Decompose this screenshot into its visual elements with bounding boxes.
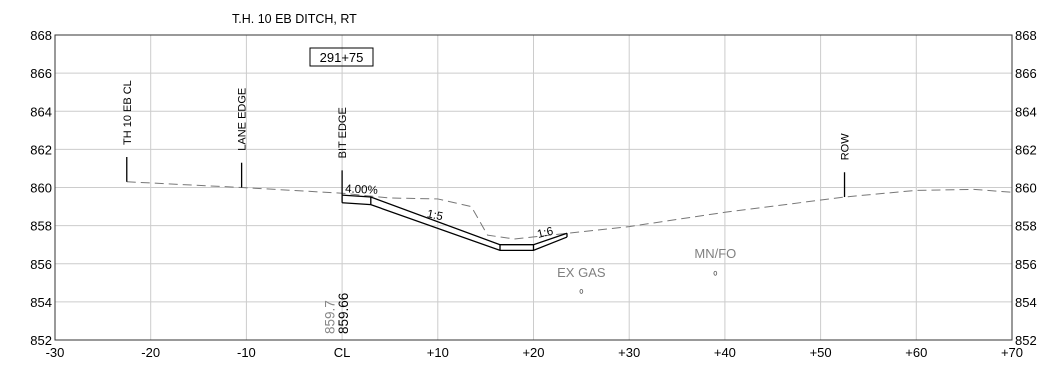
left-elevation-label: 856 [30, 257, 52, 272]
offset-tick-label: -10 [237, 345, 256, 360]
right-elevation-label: 862 [1015, 142, 1037, 157]
left-elevation-label: 858 [30, 219, 52, 234]
elevation-label: 859.7 [322, 300, 337, 334]
right-elevation-label: 864 [1015, 104, 1037, 119]
left-elevation-label: 864 [30, 104, 52, 119]
plot-frame [54, 34, 1013, 341]
left-elevation-label: 862 [30, 142, 52, 157]
slope-label: 1:6 [536, 225, 554, 241]
right-elevation-label: 852 [1015, 333, 1037, 348]
existing-ground-line [126, 181, 1013, 240]
right-elevation-label: 866 [1015, 66, 1037, 81]
marker-label: ROW [840, 133, 852, 161]
offset-tick-label: -20 [141, 345, 160, 360]
offset-tick-label: -30 [46, 345, 65, 360]
left-elevation-label: 860 [30, 181, 52, 196]
right-elevation-label: 856 [1015, 257, 1037, 272]
offset-tick-label: +70 [1001, 345, 1023, 360]
existing-ground-layer [126, 181, 1013, 240]
proposed-section-layer [341, 194, 568, 252]
station-box [309, 47, 374, 67]
offset-tick-label: +20 [522, 345, 544, 360]
marker-layer: TH 10 EB CL LANE EDGE BIT EDGE ROW [122, 80, 852, 198]
left-elevation-label: 852 [30, 333, 52, 348]
right-elevation-label: 854 [1015, 295, 1037, 310]
utility-label: EX GAS [557, 265, 606, 280]
offset-tick-label: +40 [714, 345, 736, 360]
utility-label: MN/FO [694, 246, 736, 261]
offset-tick-label: CL [334, 345, 351, 360]
right-elevation-label: 860 [1015, 181, 1037, 196]
left-elevation-label: 868 [30, 28, 52, 43]
offset-ticks: -30 -20 -10 CL +10 +20 +30 +40 +50 +60 +70 [46, 345, 1023, 360]
offset-tick-label: +50 [810, 345, 832, 360]
marker-label: LANE EDGE [237, 88, 249, 151]
right-elevation-ticks: 852 854 856 858 860 862 864 866 868 [1015, 28, 1037, 348]
offset-tick-label: +10 [427, 345, 449, 360]
right-elevation-label: 858 [1015, 219, 1037, 234]
offset-tick-label: +30 [618, 345, 640, 360]
station-label: 291+75 [320, 50, 364, 65]
slope-label: 1:5 [426, 208, 444, 223]
marker-label: BIT EDGE [337, 107, 349, 158]
grid-layer [54, 34, 1013, 341]
slope-label: 4.00% [345, 183, 378, 197]
marker-label: TH 10 EB CL [122, 80, 134, 145]
section-title: T.H. 10 EB DITCH, RT [232, 12, 357, 26]
left-elevation-label: 866 [30, 66, 52, 81]
offset-tick-label: +60 [905, 345, 927, 360]
right-elevation-label: 868 [1015, 28, 1037, 43]
elevation-label: 859.66 [336, 293, 351, 334]
left-elevation-label: 854 [30, 295, 52, 310]
utility-symbol [579, 288, 584, 294]
left-elevation-ticks: 852 854 856 858 860 862 864 866 868 [30, 28, 52, 348]
utility-symbol [713, 270, 718, 276]
